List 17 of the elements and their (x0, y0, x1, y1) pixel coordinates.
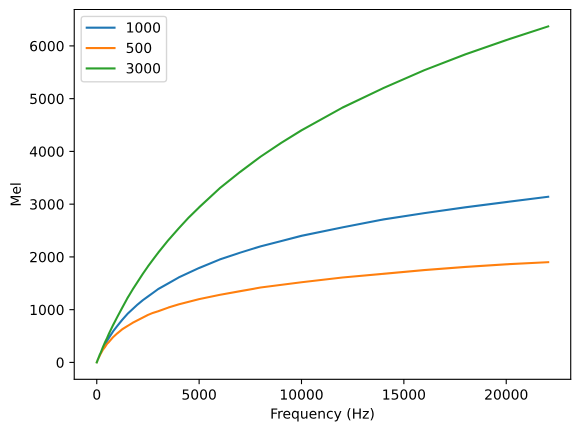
x-tick-label: 15000 (383, 389, 426, 400)
legend-label: 3000 (126, 63, 160, 74)
x-tick-label: 10000 (280, 389, 323, 400)
y-tick-label: 0 (56, 357, 64, 368)
x-axis-title: Frequency (Hz) (271, 408, 374, 422)
y-tick-label: 1000 (30, 304, 64, 316)
y-tick-label: 3000 (30, 199, 64, 210)
y-axis-title: Mel (10, 184, 21, 206)
y-tick-label: 2000 (30, 252, 64, 262)
x-tick-label: 5000 (182, 389, 216, 400)
y-tick-label: 6000 (30, 40, 64, 52)
x-tick-label: 20000 (485, 389, 528, 400)
legend-label: 500 (126, 42, 152, 54)
legend-label: 1000 (127, 22, 160, 33)
x-tick-label: 0 (93, 389, 100, 400)
y-tick-label: 5000 (30, 94, 64, 104)
y-tick-label: 4000 (30, 146, 64, 157)
